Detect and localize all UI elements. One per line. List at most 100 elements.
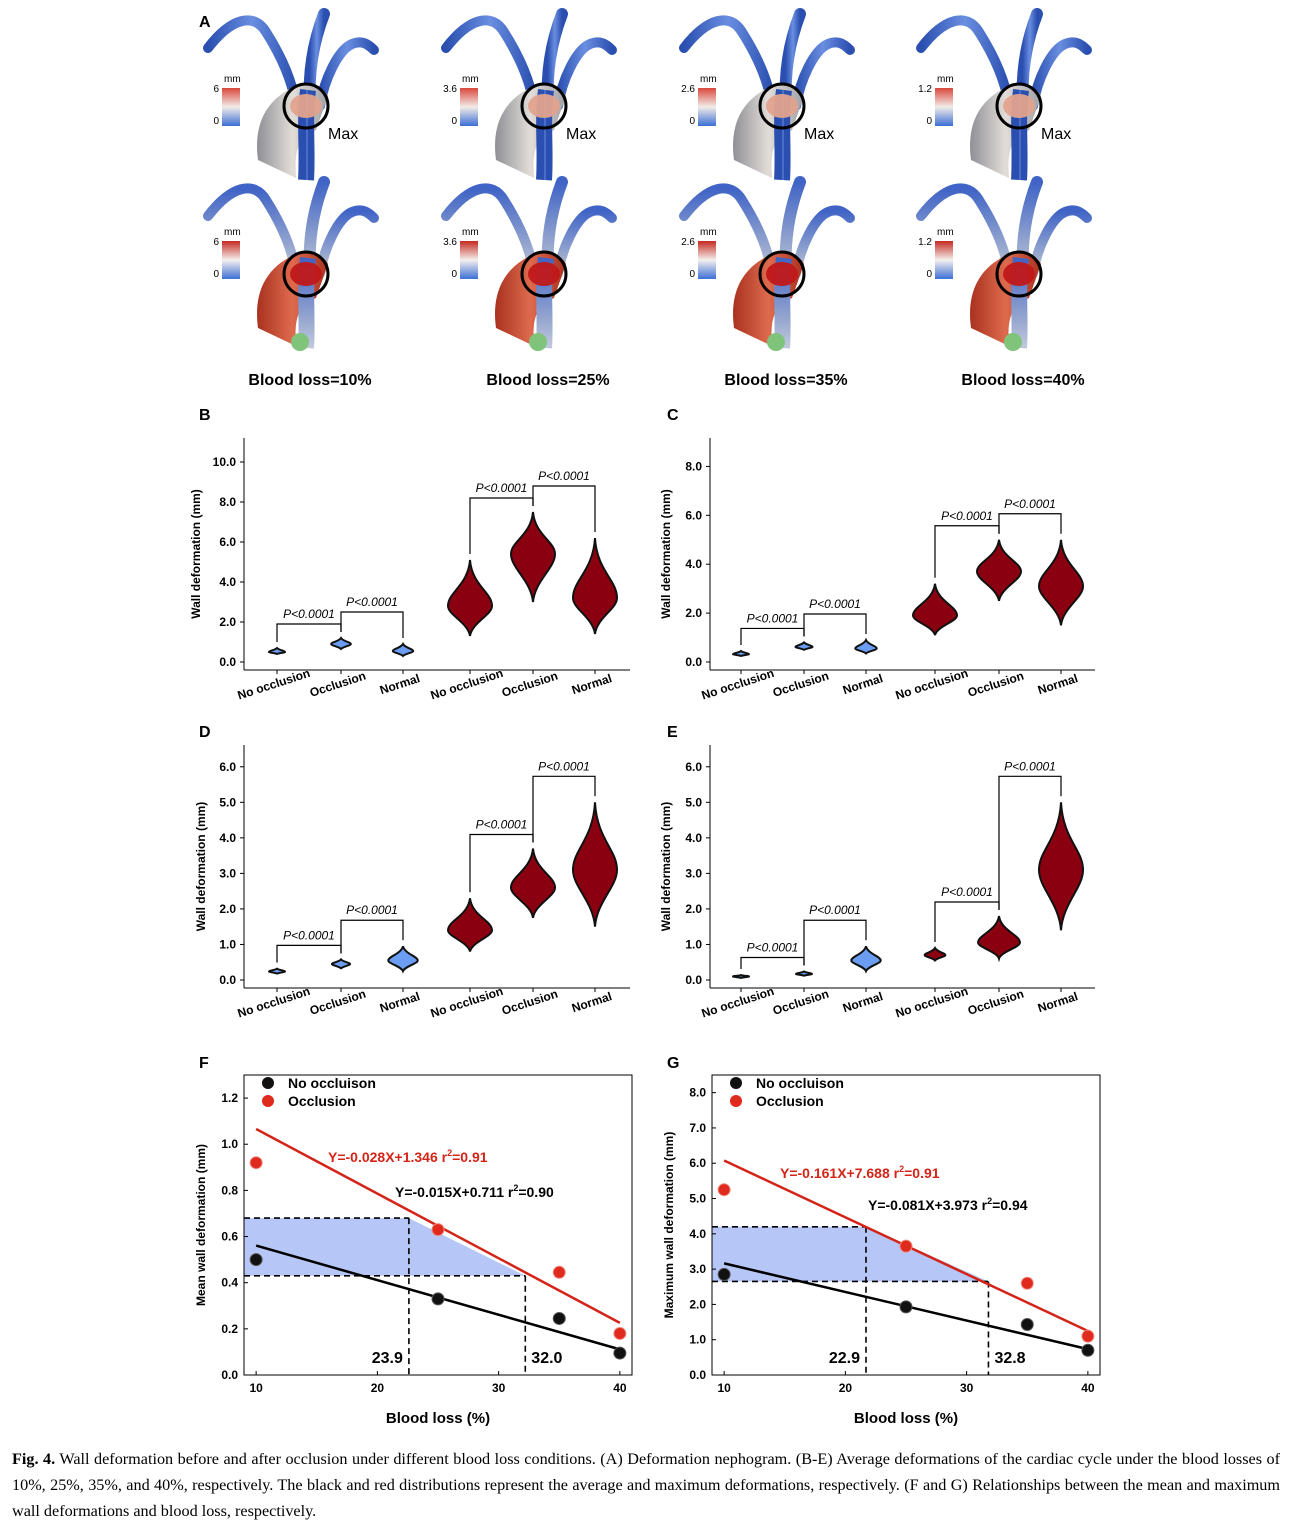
panel-a-letter: A bbox=[199, 14, 211, 31]
x-axis-label: Blood loss (%) bbox=[386, 1410, 490, 1427]
scale-unit-label: mm bbox=[937, 227, 954, 238]
vessel-branch-left bbox=[921, 188, 1009, 273]
x-category-label: Occlusion bbox=[771, 669, 831, 700]
threshold-label: 32.8 bbox=[994, 1350, 1025, 1367]
point-no-occlusion bbox=[718, 1268, 730, 1280]
y-tick-label: 4.0 bbox=[219, 575, 236, 589]
y-tick-label: 6.0 bbox=[685, 508, 702, 522]
outlet-marker bbox=[1004, 333, 1022, 351]
point-occlusion bbox=[718, 1184, 730, 1196]
vessel-branch-right bbox=[558, 210, 612, 274]
violin-red bbox=[978, 916, 1020, 959]
point-occlusion bbox=[614, 1327, 626, 1339]
color-scale-bar bbox=[935, 241, 953, 279]
fit-equation: Y=-0.028X+1.346 r2=0.91 bbox=[328, 1148, 488, 1165]
figure-caption: Fig. 4. Wall deformation before and afte… bbox=[12, 1446, 1280, 1524]
deformation-hotspot bbox=[1003, 94, 1035, 118]
y-tick-label: 4.0 bbox=[685, 557, 702, 571]
x-category-label: Normal bbox=[378, 671, 422, 697]
color-scale-bar bbox=[460, 241, 478, 279]
nephogram-3-bottom: mm2.60 bbox=[681, 182, 850, 351]
p-value-label: P<0.0001 bbox=[346, 903, 398, 917]
y-tick-label: 0.0 bbox=[689, 1368, 706, 1382]
violin-blue bbox=[393, 644, 413, 656]
violin-blue bbox=[269, 969, 285, 974]
significance-bracket bbox=[533, 486, 595, 532]
violin-plots-panels: B0.02.04.06.08.010.0Wall deformation (mm… bbox=[189, 407, 1095, 1020]
y-tick-label: 8.0 bbox=[219, 495, 236, 509]
x-category-label: Normal bbox=[841, 989, 885, 1015]
y-tick-label: 6.0 bbox=[219, 535, 236, 549]
legend-label: No occluison bbox=[288, 1075, 376, 1091]
y-tick-label: 1.0 bbox=[219, 937, 236, 951]
nephogram-1-bottom: mm60 bbox=[208, 182, 374, 351]
violin-red bbox=[448, 898, 492, 951]
legend-label: No occluison bbox=[756, 1075, 844, 1091]
legend-label: Occlusion bbox=[288, 1093, 356, 1109]
vessel-branch-left bbox=[684, 188, 772, 273]
y-tick-label: 6.0 bbox=[219, 760, 236, 774]
fit-equation: Y=-0.015X+0.711 r2=0.90 bbox=[395, 1183, 554, 1200]
nephogram-1-top: mm 6 0 Max bbox=[208, 14, 374, 180]
vessel-branch-right bbox=[320, 210, 374, 274]
vessel-branch-left bbox=[684, 20, 772, 105]
x-category-label: No occlusion bbox=[700, 666, 776, 703]
nephogram-4-top: mm1.20Max bbox=[918, 14, 1087, 180]
violin-blue bbox=[331, 638, 351, 649]
scale-min-label: 0 bbox=[689, 269, 695, 280]
significance-bracket bbox=[277, 945, 341, 962]
p-value-label: P<0.0001 bbox=[476, 481, 528, 495]
y-axis-label: Wall deformation (mm) bbox=[189, 489, 203, 619]
p-value-label: P<0.0001 bbox=[538, 759, 590, 773]
point-occlusion bbox=[250, 1157, 262, 1169]
x-category-label: Occlusion bbox=[500, 669, 560, 700]
deformation-hotspot bbox=[528, 94, 560, 118]
violin-blue bbox=[269, 648, 285, 654]
scale-max-label: 3.6 bbox=[443, 237, 457, 248]
y-tick-label: 1.0 bbox=[689, 1333, 706, 1347]
threshold-label: 32.0 bbox=[531, 1350, 562, 1367]
p-value-label: P<0.0001 bbox=[283, 607, 335, 621]
y-tick-label: 1.0 bbox=[685, 937, 702, 951]
y-axis-label: Mean wall deformation (mm) bbox=[194, 1144, 208, 1306]
vessel-branch-right bbox=[796, 42, 850, 106]
blood-loss-column-label: Blood loss=35% bbox=[724, 372, 847, 389]
y-axis-label: Wall deformation (mm) bbox=[194, 802, 208, 932]
shaded-safe-region bbox=[244, 1218, 525, 1276]
violin-blue bbox=[733, 975, 749, 978]
color-scale-bar bbox=[698, 88, 716, 126]
significance-bracket bbox=[741, 628, 804, 645]
y-tick-label: 2.0 bbox=[689, 1297, 706, 1311]
x-axis-label: Blood loss (%) bbox=[854, 1410, 958, 1427]
scale-max-label: 2.6 bbox=[681, 84, 695, 95]
y-tick-label: 6.0 bbox=[685, 760, 702, 774]
violin-blue bbox=[855, 640, 876, 653]
scatter-chart-F: F 23.9 32.0 0.0 0.2 0.4 0.6 0.8 1.0 1.2 10 20 30 40 Bl… bbox=[194, 1055, 632, 1427]
p-value-label: P<0.0001 bbox=[747, 611, 799, 625]
deformation-hotspot bbox=[290, 94, 322, 118]
y-axis-label: Maximum wall deformation (mm) bbox=[662, 1132, 676, 1319]
caption-label: Fig. 4. bbox=[12, 1450, 55, 1468]
scale-unit-label: mm bbox=[224, 74, 241, 85]
x-category-label: Occlusion bbox=[966, 987, 1026, 1018]
vessel-branch-left bbox=[208, 20, 296, 105]
violin-red bbox=[1039, 540, 1083, 626]
violin-red bbox=[913, 584, 957, 635]
scale-unit-label: mm bbox=[937, 74, 954, 85]
violin-blue bbox=[332, 959, 350, 968]
x-tick-label: 10 bbox=[249, 1381, 263, 1395]
x-category-label: No occlusion bbox=[894, 666, 970, 703]
violin-chart-B: B 0.0 2.0 4.0 6.0 8.0 10.0 Wall deformation (mm… bbox=[189, 407, 630, 702]
violin-red bbox=[511, 849, 555, 918]
x-category-label: No occlusion bbox=[236, 666, 312, 703]
scatter-plots-panels: F23.9 32.00.00.20.40.60.81.01.210 20 30 40Bl… bbox=[194, 1055, 1100, 1427]
scale-min-label: 0 bbox=[451, 269, 457, 280]
violin-chart-E: E0.01.02.03.04.05.06.0Wall deformation (… bbox=[659, 724, 1095, 1020]
panel-letter: C bbox=[667, 407, 679, 424]
x-category-label: Normal bbox=[378, 989, 422, 1015]
p-value-label: P<0.0001 bbox=[283, 928, 335, 942]
y-tick-label: 6.0 bbox=[689, 1156, 706, 1170]
point-occlusion bbox=[1082, 1330, 1094, 1342]
x-tick-label: 10 bbox=[717, 1381, 731, 1395]
violin-red bbox=[573, 802, 617, 926]
